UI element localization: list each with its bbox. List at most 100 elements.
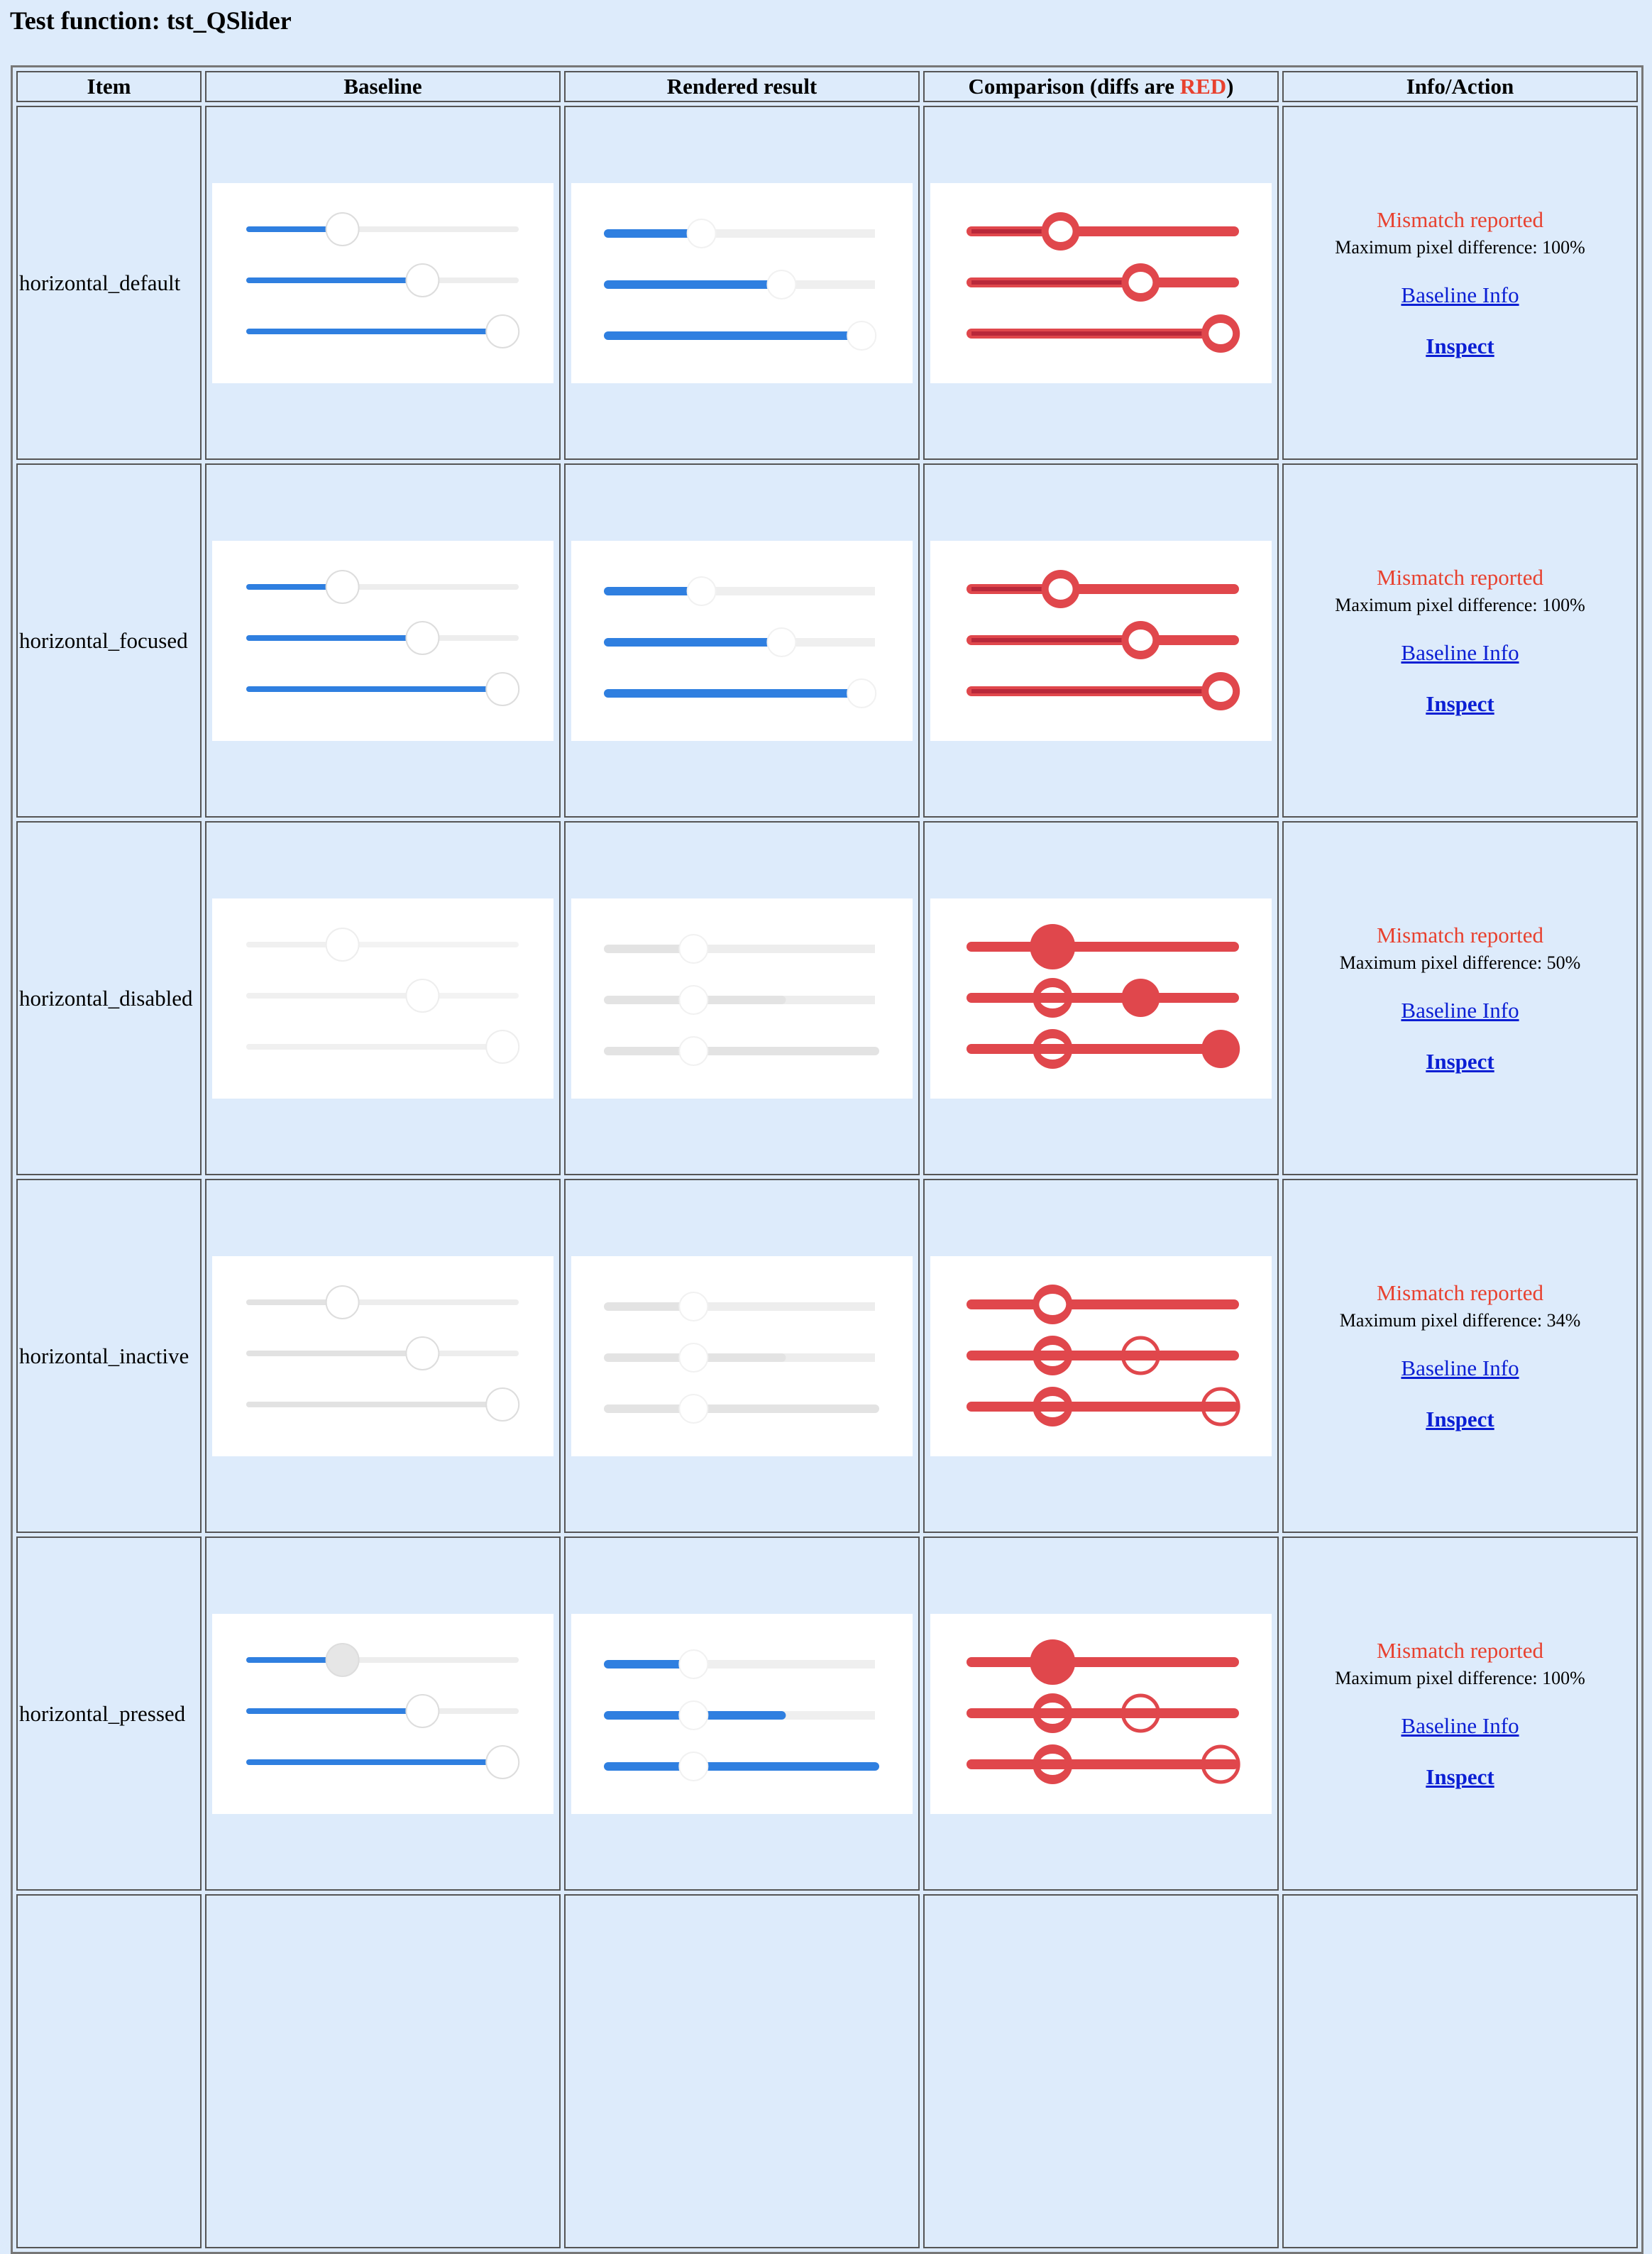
item-cell: horizontal_focused	[16, 463, 202, 818]
slider-handle	[678, 1393, 709, 1424]
item-name: horizontal_pressed	[19, 1700, 186, 1726]
diff-handle-ring	[1201, 1744, 1240, 1783]
slider	[246, 211, 519, 246]
table-row: horizontal_focused Mismatch reported Max…	[16, 463, 1638, 818]
diff-slider	[967, 1284, 1239, 1324]
item-name: horizontal_disabled	[19, 985, 193, 1011]
slider	[604, 933, 875, 964]
diff-slider	[967, 923, 1239, 969]
slider	[604, 1291, 875, 1321]
slider-handle	[678, 1291, 709, 1321]
inspect-link[interactable]: Inspect	[1426, 1764, 1494, 1789]
baseline-info-link[interactable]: Baseline Info	[1401, 1355, 1519, 1380]
diff-slider	[967, 211, 1239, 251]
slider	[604, 627, 875, 657]
slider	[604, 1700, 875, 1730]
diff-slider	[967, 314, 1240, 353]
slider	[246, 1642, 519, 1677]
inspect-link[interactable]: Inspect	[1426, 333, 1494, 358]
slider-handle	[678, 1035, 709, 1066]
header-rendered: Rendered result	[564, 71, 920, 102]
info-cell: Mismatch reported Maximum pixel differen…	[1282, 463, 1638, 818]
item-cell: horizontal_inactive	[16, 1179, 202, 1533]
slider-handle	[485, 1029, 520, 1064]
slider	[604, 678, 877, 708]
diff-handle-ring	[1120, 1336, 1160, 1375]
diff-slider	[967, 263, 1239, 302]
slider	[246, 978, 519, 1013]
slider	[604, 218, 875, 248]
slider-handle	[405, 620, 440, 655]
baseline-info-link[interactable]: Baseline Info	[1401, 997, 1519, 1023]
baseline-cell	[205, 821, 561, 1175]
slider	[604, 1649, 875, 1679]
diff-slider	[967, 569, 1239, 608]
slider-handle	[847, 678, 877, 708]
diff-handle-hole	[1208, 322, 1233, 344]
empty-cell	[564, 1894, 920, 2248]
slider	[604, 320, 877, 351]
baseline-cell	[205, 1536, 561, 1891]
slider	[246, 1285, 519, 1319]
rendered-cell	[564, 463, 920, 818]
slider	[246, 671, 520, 706]
slider-handle	[405, 978, 440, 1013]
slider	[604, 984, 875, 1015]
baseline-slider-preview	[246, 927, 520, 1064]
baseline-slider-preview	[246, 1642, 520, 1779]
diff-slider	[967, 620, 1239, 659]
slider-handle	[485, 671, 520, 706]
table-row	[16, 1894, 1638, 2248]
diff-handle-hole	[1048, 220, 1073, 242]
slider-handle	[325, 927, 360, 962]
slider-handle	[678, 1342, 709, 1373]
empty-cell	[16, 1894, 202, 2248]
slider-handle	[678, 1751, 709, 1781]
comparison-diff-preview	[967, 1639, 1240, 1784]
inspect-link[interactable]: Inspect	[1426, 1406, 1494, 1431]
baseline-info-link[interactable]: Baseline Info	[1401, 282, 1519, 307]
slider-handle	[678, 1700, 709, 1730]
mismatch-status: Mismatch reported	[1376, 207, 1543, 232]
diff-handle-hole	[1048, 578, 1073, 600]
slider	[246, 1744, 520, 1779]
inspect-link[interactable]: Inspect	[1426, 691, 1494, 716]
comparison-cell	[923, 821, 1279, 1175]
diff-handle-ring	[1120, 1693, 1160, 1732]
slider	[246, 314, 520, 348]
baseline-info-link[interactable]: Baseline Info	[1401, 639, 1519, 665]
item-name: horizontal_focused	[19, 627, 188, 653]
baseline-cell	[205, 1179, 561, 1533]
slider-handle	[405, 263, 440, 297]
info-cell: Mismatch reported Maximum pixel differen…	[1282, 821, 1638, 1175]
baseline-image	[212, 1613, 554, 1814]
baseline-cell	[205, 106, 561, 460]
header-comparison-suffix: )	[1226, 74, 1234, 99]
empty-cell	[205, 1894, 561, 2248]
slider	[246, 927, 519, 962]
table-row: horizontal_pressed Mismatch reported Max…	[16, 1536, 1638, 1891]
slider-handle	[325, 1642, 360, 1677]
slider-handle	[485, 1744, 520, 1779]
diff-handle-hole	[1128, 629, 1153, 651]
baseline-cell	[205, 463, 561, 818]
results-table: Item Baseline Rendered result Comparison…	[11, 65, 1643, 2254]
diff-slider	[967, 1693, 1239, 1733]
slider	[246, 1387, 520, 1422]
diff-slider	[967, 1028, 1240, 1069]
slider	[246, 263, 519, 297]
baseline-slider-preview	[246, 211, 520, 348]
table-row: horizontal_inactive Mismatch reported Ma…	[16, 1179, 1638, 1533]
slider-handle	[405, 1693, 440, 1728]
slider	[604, 1393, 879, 1424]
max-pixel-difference: Maximum pixel difference: 100%	[1335, 236, 1585, 258]
comparison-diff-preview	[967, 923, 1240, 1069]
slider-handle	[766, 627, 797, 657]
baseline-info-link[interactable]: Baseline Info	[1401, 1713, 1519, 1738]
diff-slider	[967, 977, 1239, 1018]
slider	[604, 1035, 879, 1066]
info-cell: Mismatch reported Maximum pixel differen…	[1282, 1536, 1638, 1891]
inspect-link[interactable]: Inspect	[1426, 1048, 1494, 1074]
slider	[246, 1693, 519, 1728]
header-comparison-red: RED	[1179, 74, 1227, 99]
